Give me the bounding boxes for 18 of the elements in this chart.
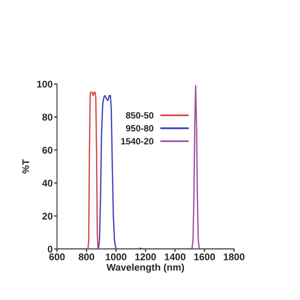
x-tick-label: 1600 bbox=[194, 253, 215, 260]
x-axis-title: Wavelength (nm) bbox=[106, 264, 184, 273]
y-tick-label: 40 bbox=[42, 180, 52, 187]
y-tick-label: 60 bbox=[42, 146, 52, 154]
y-tick-label: 100 bbox=[37, 80, 52, 88]
y-tick-label: 20 bbox=[42, 212, 52, 220]
x-tick-label: 1000 bbox=[106, 253, 126, 260]
y-tick-label: 0 bbox=[48, 246, 52, 253]
x-tick-label: 1200 bbox=[135, 253, 156, 260]
x-tick-label: 600 bbox=[49, 253, 65, 260]
x-tick-label: 800 bbox=[78, 253, 94, 260]
y-axis-title: %T bbox=[22, 159, 30, 174]
legend-label: 1540-20 bbox=[121, 138, 154, 144]
legend-label: 850-50 bbox=[126, 112, 154, 119]
x-tick-label: 1800 bbox=[224, 253, 244, 260]
y-tick-label: 80 bbox=[42, 114, 52, 121]
legend-label: 950-80 bbox=[126, 125, 154, 132]
x-tick-label: 1400 bbox=[164, 253, 186, 260]
